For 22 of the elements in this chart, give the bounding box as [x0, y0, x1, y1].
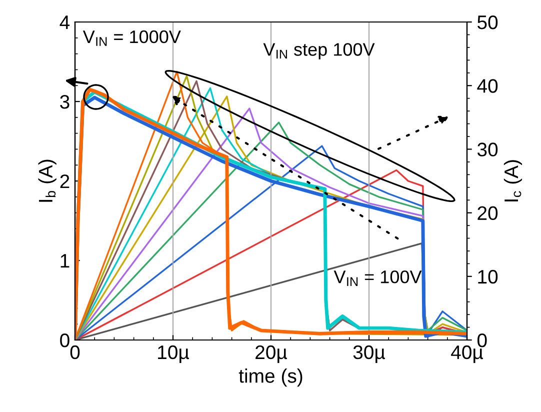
y-tick-label: 3 — [60, 94, 70, 109]
y2-tick-label: 30 — [477, 142, 498, 156]
y2-tick-label: 20 — [478, 206, 498, 220]
y-tick-label: 1 — [60, 254, 70, 268]
y2-tick-label: 10 — [478, 270, 498, 284]
x-axis-title: time (s) — [238, 368, 302, 387]
x-tick-label: 30µ — [353, 345, 385, 363]
y-tick-label: 2 — [60, 174, 70, 188]
y2-tick-label: 0 — [477, 333, 487, 348]
annotation: V$_{IN}$ step 100V — [263, 43, 375, 60]
x-tick-label: 0 — [70, 345, 80, 360]
y-tick-label: 4 — [60, 16, 70, 30]
y2-tick-label: 50 — [478, 15, 498, 30]
x-tick-label: 20µ — [256, 345, 287, 363]
y2-tick-label: 40 — [477, 79, 498, 93]
x-tick-label: 10µ — [158, 345, 189, 363]
y-axis-title: I$_{b}$ (A) — [38, 160, 56, 202]
x-tick-label: 40µ — [451, 345, 483, 363]
annotation: V$_{IN}$ = 100V — [334, 270, 422, 286]
y-tick-label: 0 — [60, 333, 70, 348]
y2-axis-title: I$_{c}$ (A) — [504, 160, 522, 202]
annotation: V$_{IN}$ = 1000V — [82, 30, 181, 46]
